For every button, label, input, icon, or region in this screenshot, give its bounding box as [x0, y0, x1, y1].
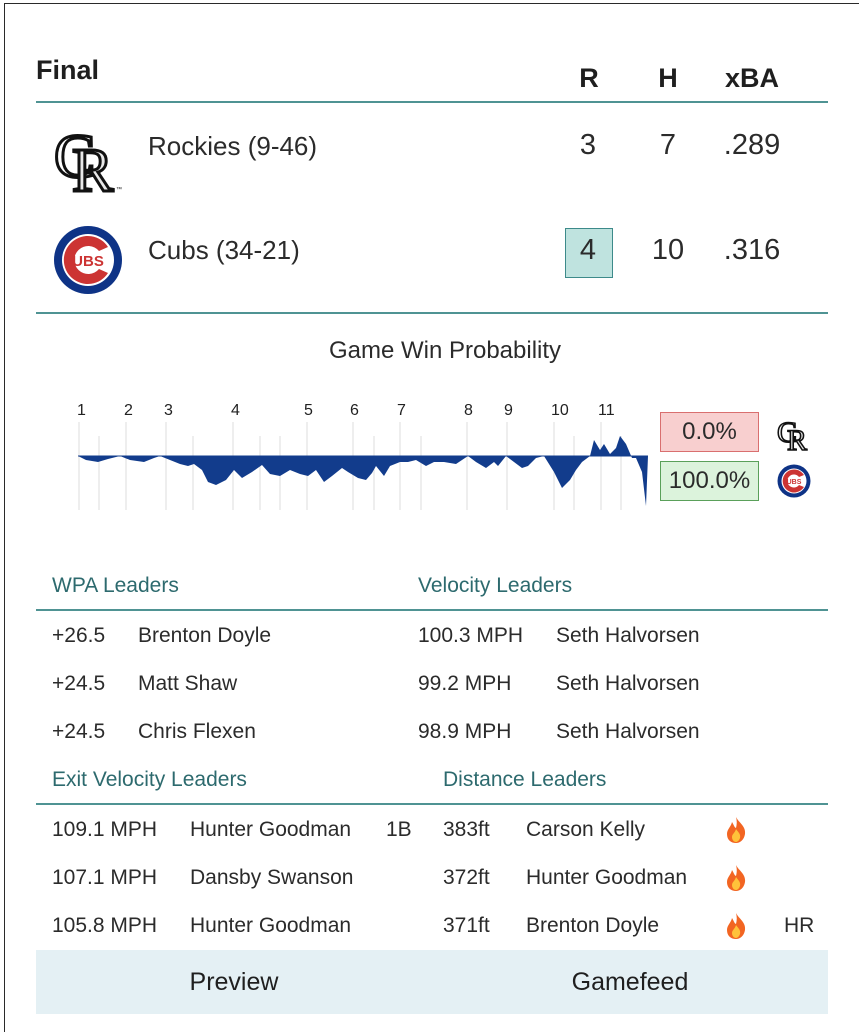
footer-bar: Preview Gamefeed [36, 950, 828, 1014]
away-runs: 3 [579, 129, 597, 161]
inning-label: 10 [551, 402, 569, 419]
fire-icon [725, 912, 747, 940]
distance-value: 372ft [443, 866, 490, 889]
home-xba: .316 [723, 234, 781, 266]
distance-value: 383ft [443, 818, 490, 841]
exit-velo-player[interactable]: Hunter Goodman [190, 914, 352, 937]
away-hits: 7 [659, 129, 677, 161]
wpa-value: +26.5 [52, 624, 106, 647]
rockies-logo-icon: C R ™ [52, 115, 124, 207]
velocity-player[interactable]: Seth Halvorsen [556, 624, 700, 647]
velocity-value: 99.2 MPH [418, 672, 512, 695]
velocity-leaders-title: Velocity Leaders [418, 574, 573, 597]
inning-label: 9 [504, 402, 513, 419]
win-prob-chart [76, 418, 648, 513]
preview-button[interactable]: Preview [189, 968, 279, 996]
svg-text:™: ™ [116, 186, 122, 193]
velocity-value: 98.9 MPH [418, 720, 512, 743]
home-hits: 10 [651, 234, 685, 266]
exit-velo-player[interactable]: Dansby Swanson [190, 866, 354, 889]
svg-text:R: R [72, 137, 114, 195]
distance-player[interactable]: Hunter Goodman [526, 866, 688, 889]
home-runs: 4 [579, 234, 597, 266]
svg-text:UBS: UBS [72, 253, 104, 270]
home-win-prob: 100.0% [660, 461, 759, 501]
exit-velo-value: 109.1 MPH [52, 818, 158, 841]
wpa-player[interactable]: Chris Flexen [138, 720, 256, 743]
inning-label: 5 [304, 402, 313, 419]
svg-text:R: R [787, 424, 807, 452]
header-divider [36, 101, 828, 103]
distance-player[interactable]: Carson Kelly [526, 818, 646, 841]
exit-velo-result: 1B [386, 818, 412, 841]
wpa-value: +24.5 [52, 672, 106, 695]
wpa-leaders-title: WPA Leaders [52, 574, 179, 597]
away-xba: .289 [723, 129, 781, 161]
home-team-name[interactable]: Cubs (34-21) [148, 235, 300, 265]
inning-label: 6 [350, 402, 359, 419]
game-status: Final [36, 55, 100, 85]
inning-label: 8 [464, 402, 473, 419]
svg-text:C: C [777, 416, 797, 449]
hits-header: H [658, 63, 678, 93]
wpa-player[interactable]: Brenton Doyle [138, 624, 272, 647]
runs-header: R [579, 63, 599, 93]
inning-label: 2 [124, 402, 133, 419]
distance-leaders-title: Distance Leaders [443, 768, 607, 791]
wpa-value: +24.5 [52, 720, 106, 743]
inning-label: 11 [598, 402, 615, 419]
away-team-name[interactable]: Rockies (9-46) [148, 131, 318, 161]
fire-icon [725, 864, 747, 892]
svg-text:UBS: UBS [787, 479, 802, 486]
rockies-small-logo-icon: C R [776, 412, 812, 458]
cubs-small-logo-icon: UBS [777, 464, 811, 498]
win-prob-title: Game Win Probability [328, 337, 562, 364]
cubs-logo-icon: UBS [53, 225, 123, 295]
away-win-prob: 0.0% [660, 412, 759, 452]
wpa-player[interactable]: Matt Shaw [138, 672, 238, 695]
batted-ball-divider [36, 803, 828, 805]
distance-value: 371ft [443, 914, 490, 937]
fire-icon [725, 816, 747, 844]
winning-score-highlight [565, 228, 613, 278]
inning-label: 1 [77, 402, 86, 419]
velocity-player[interactable]: Seth Halvorsen [556, 672, 700, 695]
velocity-player[interactable]: Seth Halvorsen [556, 720, 700, 743]
exit-velo-value: 105.8 MPH [52, 914, 158, 937]
distance-result: HR [784, 914, 815, 937]
svg-text:C: C [54, 123, 95, 191]
game-card [4, 3, 859, 1032]
inning-label: 3 [164, 402, 173, 419]
gamefeed-button[interactable]: Gamefeed [571, 968, 689, 996]
leaders-divider [36, 609, 828, 611]
score-divider [36, 312, 828, 314]
inning-label: 7 [397, 402, 406, 419]
win-prob-area [78, 436, 648, 506]
xba-header: xBA [724, 63, 779, 93]
exit-velo-player[interactable]: Hunter Goodman [190, 818, 352, 841]
velocity-value: 100.3 MPH [418, 624, 524, 647]
inning-label: 4 [231, 402, 240, 419]
exit-velocity-leaders-title: Exit Velocity Leaders [52, 768, 247, 791]
distance-player[interactable]: Brenton Doyle [526, 914, 660, 937]
exit-velo-value: 107.1 MPH [52, 866, 158, 889]
